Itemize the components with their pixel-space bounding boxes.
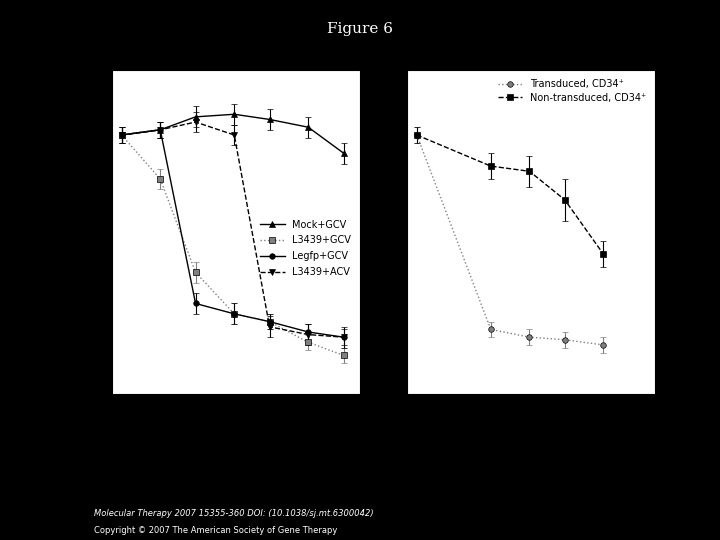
Text: b: b xyxy=(369,54,382,72)
Legend: Transduced, CD34⁺, Non-transduced, CD34⁺: Transduced, CD34⁺, Non-transduced, CD34⁺ xyxy=(494,75,650,107)
X-axis label: GCV (μM): GCV (μM) xyxy=(505,419,557,429)
X-axis label: GCV or ACV (μM): GCV or ACV (μM) xyxy=(189,419,283,429)
Y-axis label: Survival (% of control): Survival (% of control) xyxy=(68,170,78,294)
Y-axis label: Survival (% of control): Survival (% of control) xyxy=(364,170,374,294)
Text: Copyright © 2007 The American Society of Gene Therapy: Copyright © 2007 The American Society of… xyxy=(94,525,337,535)
Legend: Mock+GCV, L3439+GCV, Legfp+GCV, L3439+ACV: Mock+GCV, L3439+GCV, Legfp+GCV, L3439+AC… xyxy=(256,216,355,281)
Text: Molecular Therapy 2007 15355-360 DOI: (10.1038/sj.mt.6300042): Molecular Therapy 2007 15355-360 DOI: (1… xyxy=(94,509,373,518)
Text: a: a xyxy=(74,54,86,72)
Text: Figure 6: Figure 6 xyxy=(327,22,393,36)
